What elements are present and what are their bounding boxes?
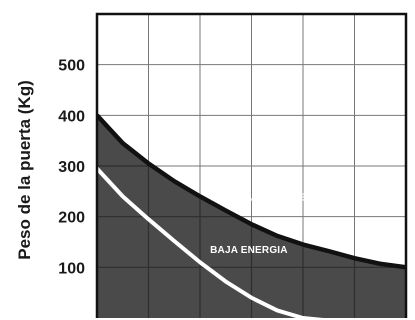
plot-frame [95,12,408,318]
y-tick-label: 400 [58,108,85,125]
y-axis-label: Peso de la puerta (Kg) [15,80,34,259]
full-energy-line [97,113,406,270]
plot-area [97,14,406,318]
y-tick-label: 500 [58,58,85,75]
y-tick-label: 200 [58,210,85,227]
y-tick-label: 100 [58,260,85,277]
y-tick-label: 300 [58,159,85,176]
low-energy-line [97,166,324,318]
annotation-full-energy: ENERGIA COMPLETA [211,192,318,203]
annotation-low-energy: BAJA ENERGIA [210,245,288,256]
